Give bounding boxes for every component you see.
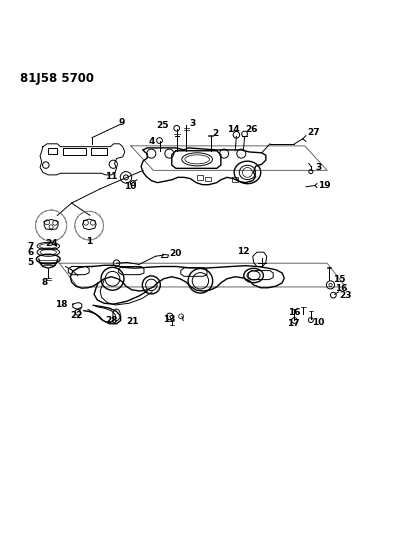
- Text: 26: 26: [245, 125, 258, 134]
- Text: 1: 1: [86, 238, 92, 246]
- Text: 28: 28: [105, 316, 117, 325]
- Text: 24: 24: [45, 239, 57, 248]
- Text: 19: 19: [318, 181, 331, 190]
- Text: 15: 15: [333, 275, 346, 284]
- Text: 7: 7: [27, 241, 34, 251]
- Text: 4: 4: [148, 137, 155, 146]
- Text: 16: 16: [335, 285, 348, 294]
- Text: 21: 21: [126, 317, 139, 326]
- Text: 14: 14: [227, 125, 239, 134]
- Text: 9: 9: [119, 118, 125, 127]
- Text: 25: 25: [156, 121, 169, 130]
- Text: 27: 27: [308, 128, 320, 137]
- Text: 22: 22: [71, 311, 83, 320]
- Text: 23: 23: [339, 292, 352, 301]
- Text: 17: 17: [288, 319, 300, 328]
- Text: 18: 18: [55, 300, 67, 309]
- Text: 10: 10: [312, 318, 324, 327]
- Text: 5: 5: [28, 258, 34, 267]
- Text: 2: 2: [213, 128, 219, 138]
- Text: 6: 6: [28, 248, 34, 257]
- Text: 12: 12: [237, 247, 250, 256]
- Text: 8: 8: [41, 278, 47, 287]
- Text: 13: 13: [164, 315, 176, 324]
- Bar: [197, 175, 203, 180]
- Bar: [205, 176, 211, 181]
- Text: 11: 11: [105, 172, 117, 181]
- Text: 10: 10: [124, 182, 136, 191]
- Text: 3: 3: [189, 119, 195, 128]
- Text: 16: 16: [288, 308, 301, 317]
- Text: 81J58 5700: 81J58 5700: [20, 72, 94, 85]
- Bar: [232, 177, 238, 182]
- Text: 3: 3: [315, 163, 321, 172]
- Text: 20: 20: [170, 248, 182, 257]
